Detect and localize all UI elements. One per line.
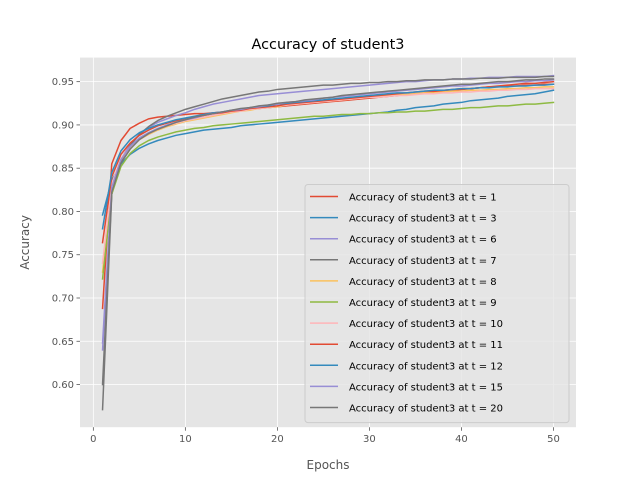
legend-label-8: Accuracy of student3 at t = 12 — [349, 361, 503, 372]
legend-label-3: Accuracy of student3 at t = 7 — [349, 256, 497, 267]
y-tick-label: 0.80 — [52, 207, 74, 218]
y-tick-label: 0.75 — [52, 250, 74, 261]
legend-box — [304, 184, 570, 424]
legend-label-5: Accuracy of student3 at t = 9 — [349, 298, 497, 309]
x-axis-ticks: 0 10 20 30 40 50 — [90, 427, 560, 445]
y-axis-ticks: 0.60 0.65 0.70 0.75 0.80 0.85 0.90 0.95 — [52, 77, 80, 391]
x-tick-label: 0 — [90, 434, 96, 445]
chart-title: Accuracy of student3 — [252, 37, 405, 53]
x-tick-label: 20 — [271, 434, 284, 445]
y-tick-label: 0.95 — [52, 77, 74, 88]
series-line-5 — [101, 101, 555, 280]
y-tick-label: 0.90 — [52, 120, 74, 131]
y-tick-label: 0.85 — [52, 164, 74, 175]
legend: Accuracy of student3 at t = 1 Accuracy of… — [304, 184, 570, 424]
x-tick-label: 30 — [363, 434, 376, 445]
x-tick-label: 40 — [455, 434, 468, 445]
legend-label-4: Accuracy of student3 at t = 8 — [349, 277, 497, 288]
x-tick-label: 50 — [547, 434, 560, 445]
legend-label-9: Accuracy of student3 at t = 15 — [349, 382, 503, 393]
x-axis-label: Epochs — [307, 458, 350, 472]
legend-label-2: Accuracy of student3 at t = 6 — [349, 235, 497, 246]
series-line-1 — [101, 89, 555, 216]
y-tick-label: 0.60 — [52, 380, 74, 391]
legend-label-0: Accuracy of student3 at t = 1 — [349, 193, 497, 204]
legend-label-1: Accuracy of student3 at t = 3 — [349, 214, 497, 225]
legend-label-10: Accuracy of student3 at t = 20 — [349, 404, 503, 415]
series-line-8 — [101, 83, 555, 230]
y-tick-label: 0.65 — [52, 337, 74, 348]
y-axis-label: Accuracy — [18, 215, 32, 270]
y-tick-label: 0.70 — [52, 294, 74, 305]
x-tick-label: 10 — [179, 434, 192, 445]
legend-label-7: Accuracy of student3 at t = 11 — [349, 340, 503, 351]
series-line-3 — [101, 75, 555, 411]
series-line-10 — [101, 78, 555, 386]
legend-label-6: Accuracy of student3 at t = 10 — [349, 319, 503, 330]
series-lines — [101, 74, 555, 411]
series-line-6 — [101, 87, 555, 265]
